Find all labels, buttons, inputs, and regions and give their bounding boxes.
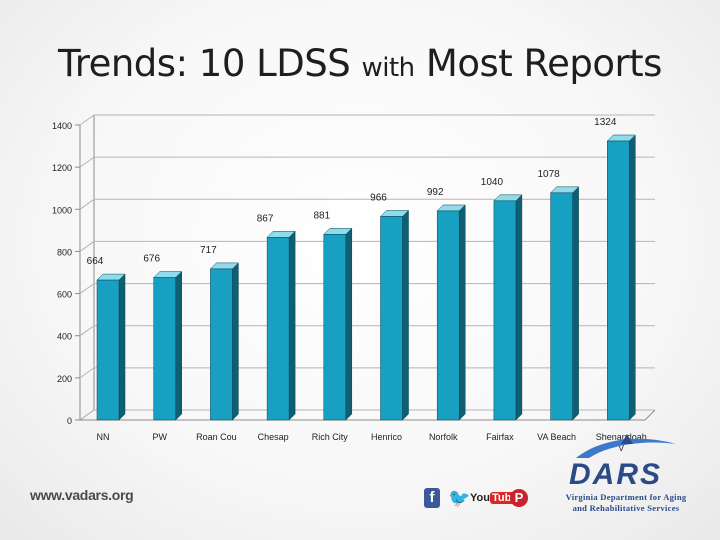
y-gridline — [79, 240, 655, 252]
bar — [96, 279, 120, 421]
category-label: Rich City — [312, 432, 349, 442]
dars-swoosh-icon — [576, 434, 676, 458]
y-gridline — [79, 325, 655, 337]
data-label: 867 — [257, 213, 274, 224]
y-tick-label: 600 — [57, 290, 72, 300]
bar — [266, 237, 290, 421]
category-label: Chesap — [258, 432, 289, 442]
y-tick-label: 200 — [57, 374, 72, 384]
bar — [550, 192, 573, 421]
data-label: 664 — [87, 256, 104, 267]
page-title: Trends: 10 LDSS with Most Reports — [0, 42, 720, 85]
data-label: 1040 — [481, 177, 504, 188]
dars-subtitle: Virginia Department for Aging and Rehabi… — [536, 492, 716, 514]
bar-side — [118, 273, 126, 421]
title-text-part1: Trends: 10 LDSS — [58, 42, 362, 85]
bar-side — [345, 227, 353, 421]
category-label: Norfolk — [429, 432, 458, 442]
bar — [380, 216, 403, 421]
bar — [607, 140, 630, 421]
bar — [323, 234, 347, 421]
y-gridline — [79, 156, 655, 168]
facebook-icon[interactable]: f — [424, 488, 440, 508]
bar-side — [232, 262, 239, 421]
bar-side — [288, 230, 296, 421]
dars-wordmark: DARS — [569, 458, 663, 491]
pinterest-icon[interactable]: P — [510, 489, 528, 507]
bar — [210, 268, 233, 421]
title-text-part2: with — [361, 53, 415, 83]
category-label: VA Beach — [537, 432, 576, 442]
y-tick-label: 800 — [57, 247, 72, 257]
bar-side — [402, 209, 409, 421]
bar-side — [515, 194, 523, 421]
youtube-you-text: You — [470, 492, 490, 504]
bar-side — [572, 186, 579, 421]
y-gridline — [79, 283, 655, 294]
footer-url[interactable]: www.vadars.org — [30, 487, 134, 503]
title-text-part3: Most Reports — [414, 42, 663, 85]
bar — [153, 277, 176, 421]
dars-subtitle-line2: and Rehabilitative Services — [572, 503, 680, 513]
bar-side — [175, 270, 182, 421]
y-gridline — [79, 409, 655, 421]
category-label: Roan Cou — [196, 432, 237, 442]
y-tick-label: 400 — [57, 332, 72, 342]
data-label: 1078 — [537, 169, 560, 180]
category-label: NN — [97, 432, 110, 442]
y-gridline — [79, 198, 655, 210]
data-label: 881 — [313, 210, 330, 221]
data-label: 992 — [427, 187, 444, 198]
category-label: Henrico — [371, 432, 402, 442]
youtube-icon[interactable]: You Tube — [470, 488, 520, 508]
y-tick-label: 0 — [67, 416, 72, 426]
y-axis-wall — [79, 115, 95, 421]
data-label: 676 — [143, 254, 160, 265]
bar-side — [629, 134, 636, 421]
y-gridline — [79, 114, 655, 126]
data-label: 1324 — [594, 117, 617, 128]
twitter-icon[interactable]: 🐦 — [448, 488, 471, 508]
y-tick-label: 1000 — [52, 205, 72, 215]
data-label: 717 — [200, 245, 217, 256]
y-gridline — [79, 367, 655, 379]
bar — [493, 200, 517, 421]
category-label: Fairfax — [486, 432, 514, 442]
dars-logo: DARS Virginia Department for Aging and R… — [536, 432, 716, 514]
bar-side — [458, 204, 466, 421]
category-label: Shenandoah V — [596, 432, 647, 453]
y-tick-label: 1400 — [52, 121, 72, 131]
dars-subtitle-line1: Virginia Department for Aging — [565, 492, 687, 502]
category-label: PW — [152, 432, 167, 442]
data-label: 966 — [370, 192, 387, 203]
y-tick-label: 1200 — [52, 163, 72, 173]
bar — [436, 210, 460, 421]
